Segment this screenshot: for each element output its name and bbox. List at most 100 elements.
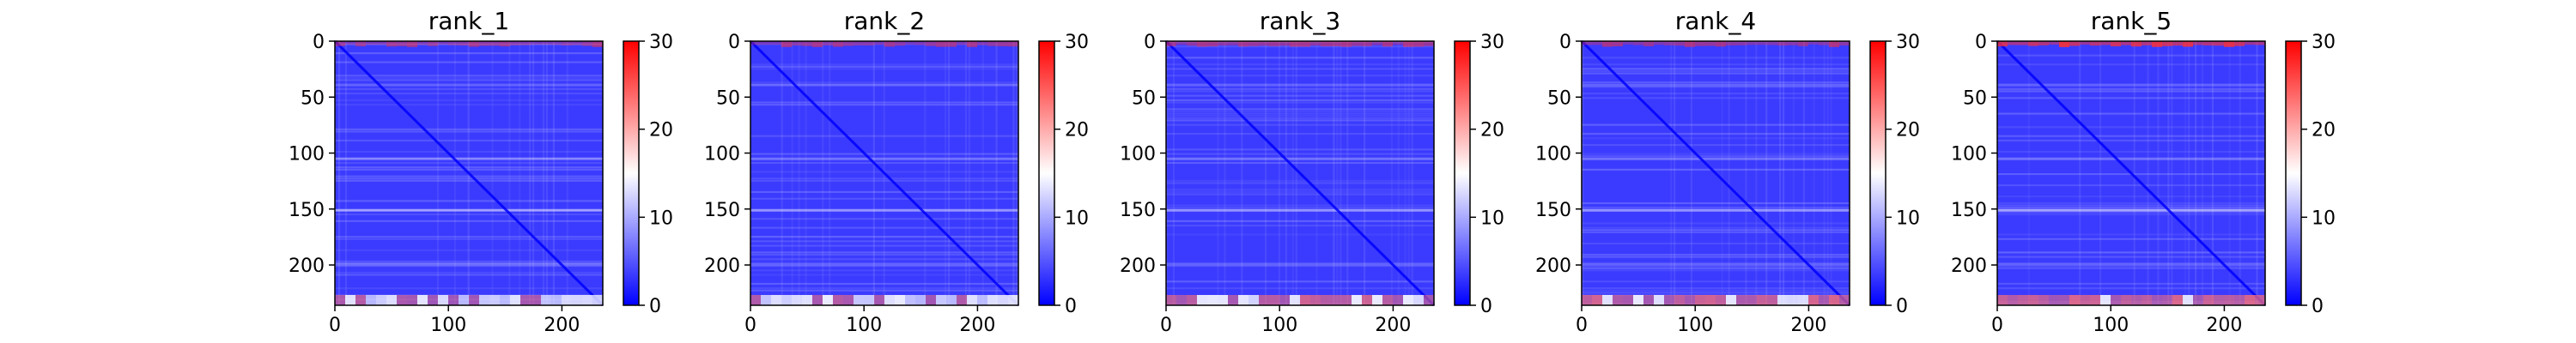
heatmap-top-edge xyxy=(1382,41,1393,47)
heatmap-bottom-edge xyxy=(376,295,386,305)
heatmap-bottom-edge xyxy=(2193,295,2203,305)
heatmap-bottom-edge xyxy=(2152,295,2162,305)
heatmap-col-stripe xyxy=(1295,41,1297,305)
heatmap-row-stripe xyxy=(1582,222,1850,225)
heatmap-top-edge xyxy=(335,41,345,46)
heatmap-diagonal xyxy=(1580,39,1851,307)
heatmap-row-stripe xyxy=(1166,101,1434,104)
heatmap-row-stripe xyxy=(335,178,603,180)
heatmap-top-edge xyxy=(459,41,469,46)
heatmap-col-stripe xyxy=(1779,41,1782,305)
y-tick-label: 0 xyxy=(728,32,740,53)
heatmap-bottom-edge xyxy=(1187,295,1197,305)
heatmap-row-stripe xyxy=(1582,287,1850,290)
heatmap-row-stripe xyxy=(750,63,1018,66)
heatmap-bottom-edge xyxy=(864,295,874,305)
colorbar-tick-label: 10 xyxy=(2312,208,2336,229)
heatmap-bottom-edge xyxy=(2224,295,2234,305)
heatmap-bottom-edge xyxy=(2255,295,2265,305)
y-tick-label: 0 xyxy=(1559,32,1571,53)
heatmap-bottom-edge xyxy=(884,295,895,305)
heatmap-top-edge xyxy=(1623,41,1633,45)
heatmap-top-edge xyxy=(2224,41,2234,47)
heatmap-row-stripe xyxy=(1997,150,2265,153)
heatmap-bottom-edge xyxy=(1228,295,1238,305)
heatmap-bottom-edge xyxy=(936,295,946,305)
heatmap-bottom-edge xyxy=(1757,295,1767,305)
heatmap-row-stripe xyxy=(1166,87,1434,90)
heatmap-top-edge xyxy=(1008,41,1018,47)
heatmap-top-edge xyxy=(592,41,603,47)
heatmap-col-stripe xyxy=(1012,41,1015,305)
heatmap-row-stripe xyxy=(335,179,603,182)
heatmap-top-edge xyxy=(874,41,884,45)
heatmap-bottom-edge xyxy=(1798,295,1808,305)
heatmap-top-edge xyxy=(1736,41,1747,45)
heatmap-bottom-edge xyxy=(1352,295,1362,305)
heatmap-col-stripe xyxy=(1172,41,1176,305)
heatmap-top-edge xyxy=(812,41,823,47)
heatmap-row-stripe xyxy=(335,166,603,169)
heatmap-row-stripe xyxy=(1582,202,1850,205)
heatmap-col-stripe xyxy=(491,41,494,305)
heatmap-bottom-edge xyxy=(1777,295,1788,305)
heatmap-bottom-edge xyxy=(905,295,915,305)
heatmap-bottom-edge xyxy=(2121,295,2131,305)
heatmap-row-stripe xyxy=(1582,267,1850,269)
heatmap-row-stripe xyxy=(1582,207,1850,209)
heatmap-row-stripe xyxy=(1166,204,1434,207)
y-tick-label: 200 xyxy=(1951,256,1987,277)
heatmap-col-stripe xyxy=(805,41,807,305)
heatmap-row-stripe xyxy=(1997,90,2265,93)
heatmap-bottom-edge xyxy=(802,295,812,305)
heatmap-row-stripe xyxy=(750,43,1018,45)
heatmap-top-edge xyxy=(1403,41,1413,47)
heatmap-row-stripe xyxy=(1582,265,1850,268)
heatmap-top-edge xyxy=(895,41,905,46)
heatmap-top-edge xyxy=(1613,41,1623,47)
heatmap-bottom-edge xyxy=(1279,295,1290,305)
y-tick-label: 100 xyxy=(1951,144,1987,165)
heatmap-band xyxy=(1582,157,1850,160)
heatmap-top-edge xyxy=(750,41,761,45)
heatmap-row-stripe xyxy=(335,128,603,130)
heatmap-col-stripe xyxy=(1792,41,1795,305)
heatmap-top-edge xyxy=(864,41,874,46)
colorbar-tick-label: 20 xyxy=(1065,120,1089,141)
heatmap-row-stripe xyxy=(1997,97,2265,99)
heatmap-col-stripe xyxy=(2239,41,2241,305)
heatmap-col-stripe xyxy=(2099,41,2102,305)
panel-3: rank_3 0 100 200 0 50 100 150 200 0 10 20 30 xyxy=(1120,7,1504,336)
heatmap-row-stripe xyxy=(335,87,603,90)
heatmap-top-edge xyxy=(2234,41,2245,46)
heatmap-col-stripe xyxy=(1291,41,1294,305)
colorbar-tick-label: 0 xyxy=(1065,296,1077,317)
heatmap-col-stripe xyxy=(1670,41,1673,305)
heatmap-bottom-edge xyxy=(987,295,998,305)
heatmap-top-edge xyxy=(926,41,936,46)
heatmap-col-stripe xyxy=(1217,41,1219,305)
colorbar-tick-label: 20 xyxy=(2312,120,2336,141)
heatmap-row-stripe xyxy=(335,76,603,79)
heatmap-top-edge xyxy=(957,41,967,45)
heatmap-bottom-edge xyxy=(1269,295,1279,305)
heatmap-top-edge xyxy=(510,41,520,45)
heatmap-row-stripe xyxy=(1997,256,2265,258)
heatmap-bottom-edge xyxy=(977,295,987,305)
heatmap-bottom-edge xyxy=(2245,295,2255,305)
heatmap-col-stripe xyxy=(2079,41,2081,305)
heatmap-row-stripe xyxy=(335,200,603,202)
heatmap-row-stripe xyxy=(1166,99,1434,101)
heatmap-col-stripe xyxy=(1333,41,1335,305)
heatmap-row-stripe xyxy=(335,238,603,240)
heatmap-bottom-edge xyxy=(843,295,854,305)
heatmap-row-stripe xyxy=(750,153,1018,155)
heatmap-bottom-edge xyxy=(1726,295,1736,305)
colorbar-tick-label: 30 xyxy=(1480,32,1504,53)
heatmap-row-stripe xyxy=(335,236,603,238)
heatmap-col-stripe xyxy=(1241,41,1243,305)
heatmap-col-stripe xyxy=(945,41,947,305)
heatmap-band xyxy=(750,262,1018,266)
heatmap-bottom-edge xyxy=(1613,295,1623,305)
heatmap-row-stripe xyxy=(1166,112,1434,115)
